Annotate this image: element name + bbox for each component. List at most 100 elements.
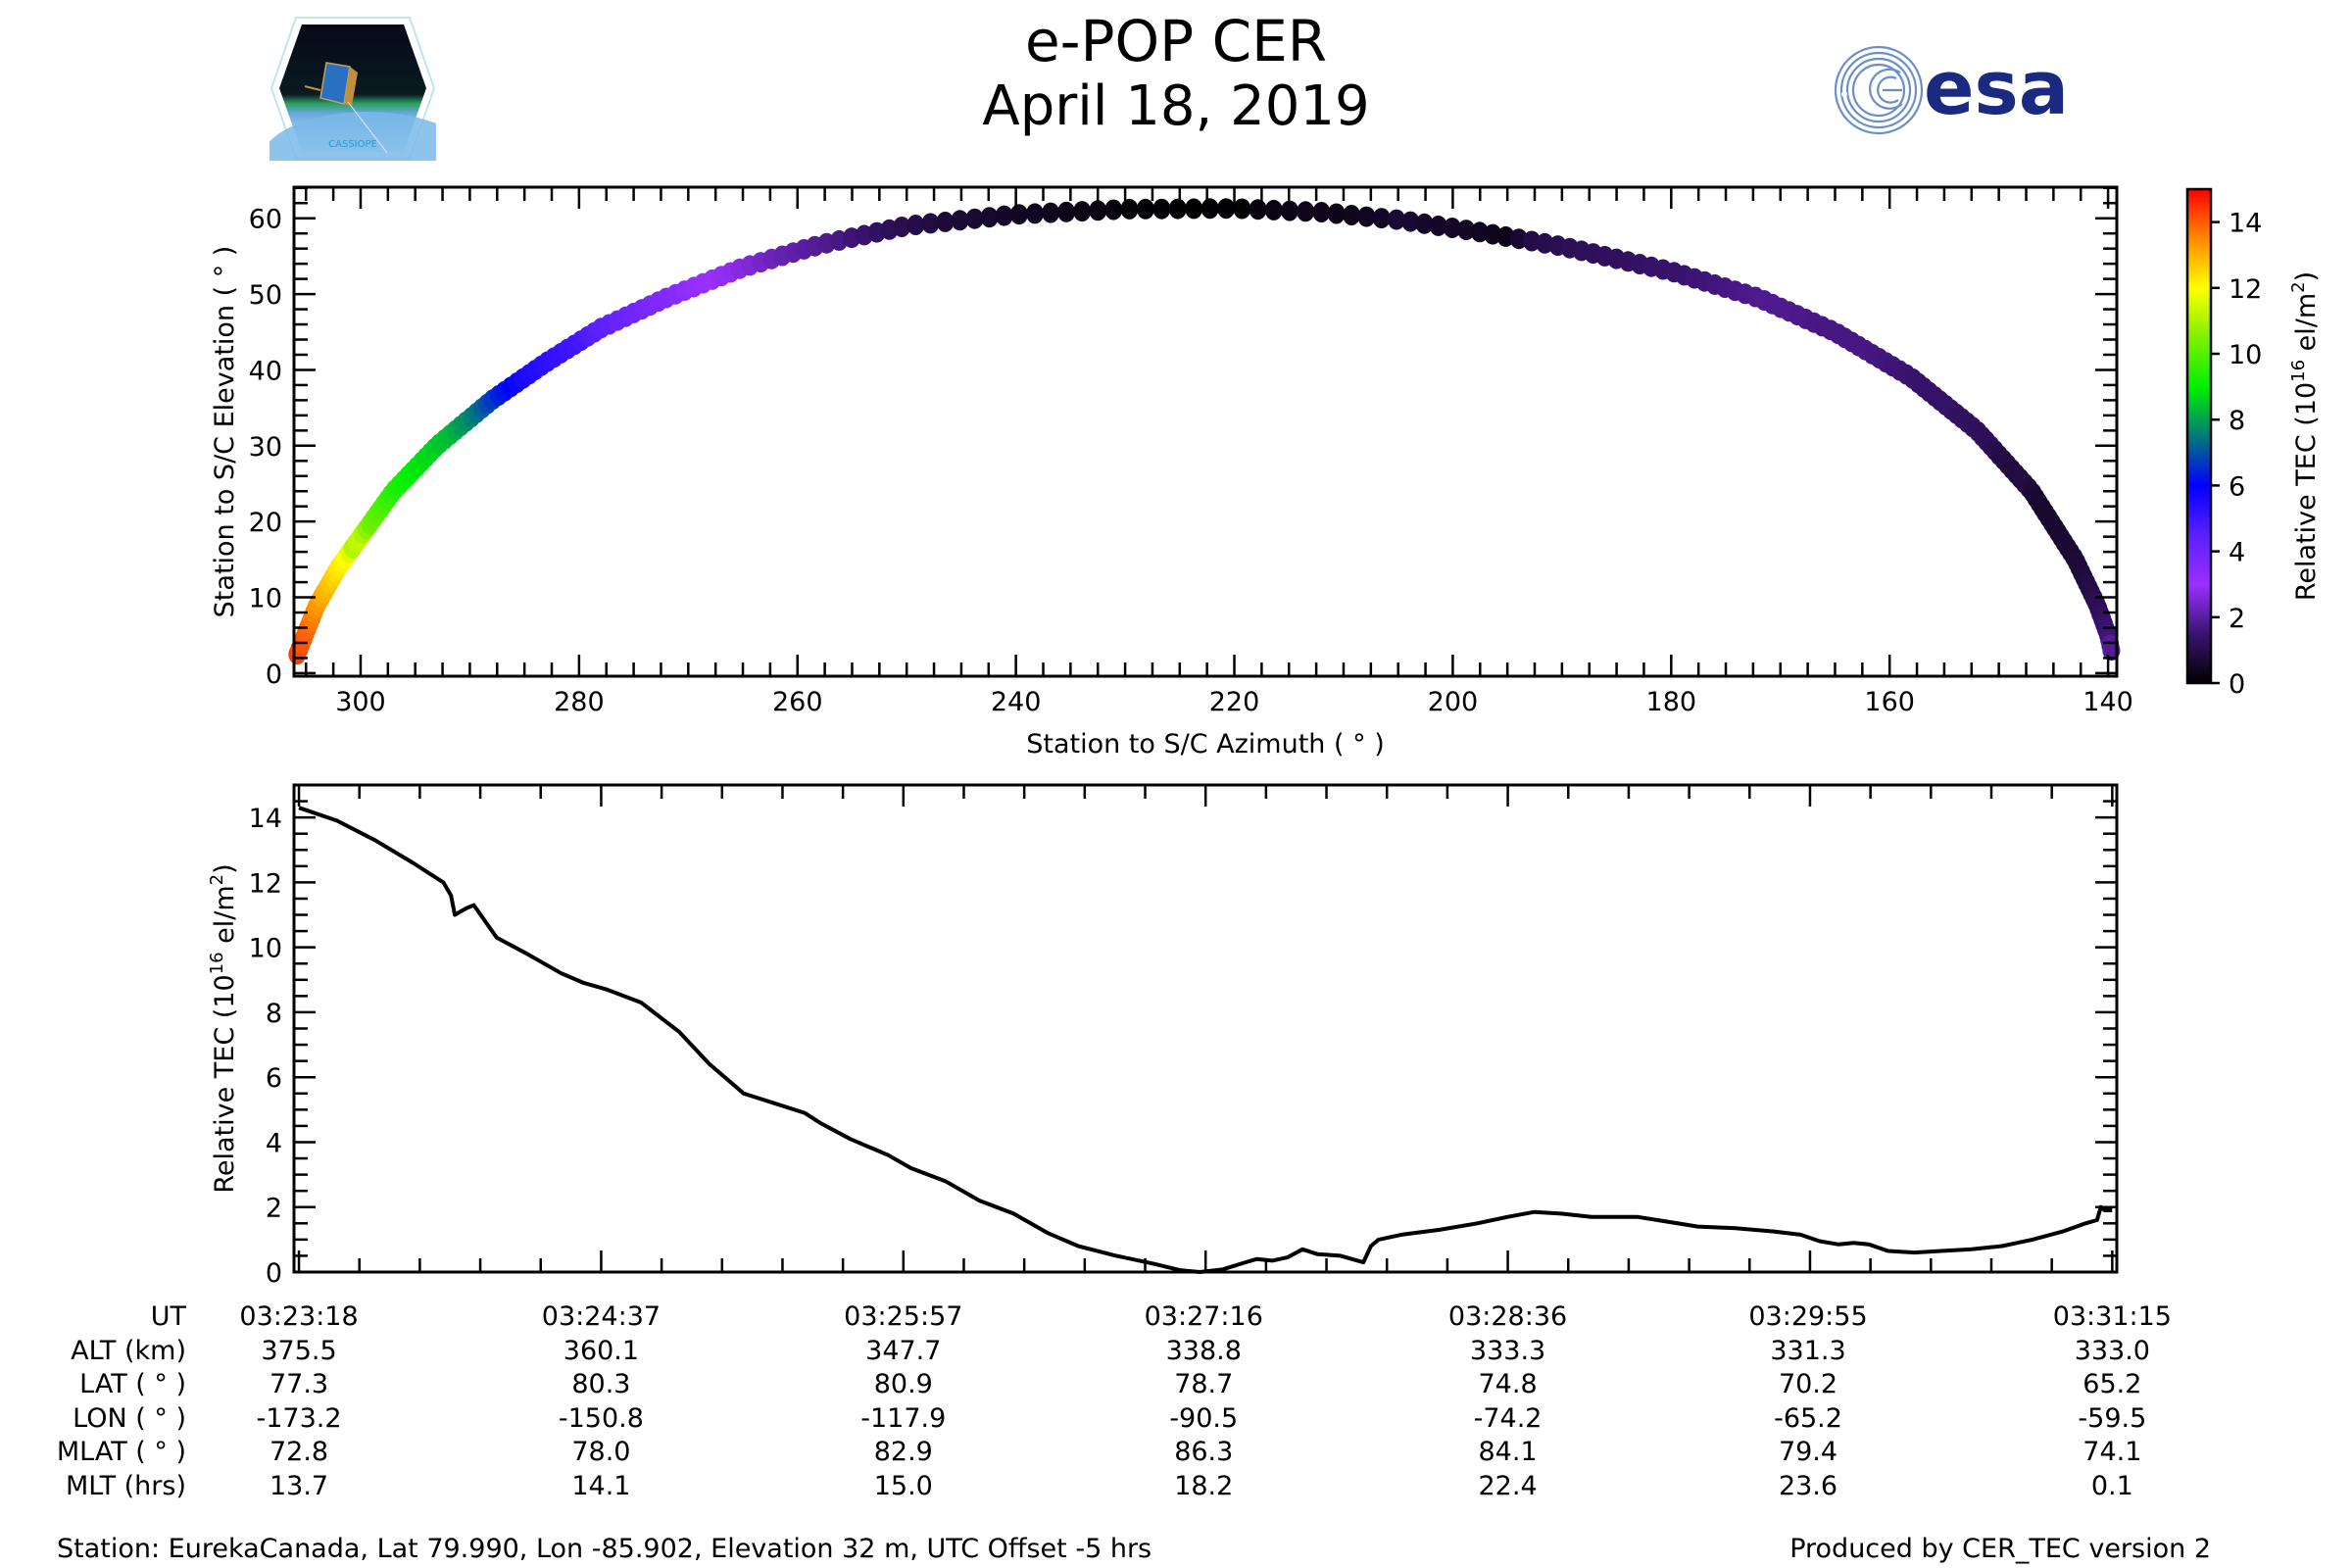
- y-axis-label: Relative TEC (1016 el/m2): [207, 863, 240, 1193]
- sky-track-point: [1152, 198, 1171, 220]
- y-axis-label-part: 2: [207, 874, 227, 885]
- y-tick-label: 6: [266, 1063, 282, 1094]
- colorbar-tick-label: 4: [2229, 538, 2245, 568]
- table-cell: -59.5: [2078, 1402, 2147, 1434]
- sky-track-point: [1327, 203, 1346, 224]
- tec-plot-frame: [292, 783, 2119, 1274]
- sky-track-points: [288, 198, 2121, 665]
- ut-tick-label: 03:23:18: [239, 1301, 359, 1332]
- x-tick-label: 240: [991, 687, 1042, 717]
- sky-track-point: [1312, 202, 1331, 222]
- sky-track-point: [1200, 198, 1219, 220]
- table-cell: 82.9: [873, 1437, 933, 1467]
- sky-track-point: [1073, 201, 1092, 222]
- ut-tick-label: 03:27:16: [1144, 1301, 1263, 1332]
- y-axis-label-part: 16: [207, 952, 227, 974]
- table-cell: 74.8: [1478, 1369, 1538, 1399]
- table-cell: -74.2: [1473, 1402, 1543, 1434]
- table-cell: 375.5: [261, 1335, 337, 1366]
- colorbar-tick-label: 12: [2229, 274, 2262, 305]
- table-cell: 78.7: [1174, 1369, 1234, 1399]
- esa-logo: esa: [1818, 29, 2102, 147]
- x-tick-label: 160: [1864, 687, 1915, 717]
- table-row-label: ALT (km): [71, 1335, 186, 1366]
- sky-track-point: [1264, 199, 1283, 220]
- y-tick-label: 0: [266, 660, 282, 690]
- sky-track-point: [1026, 203, 1044, 224]
- table-cell: -117.9: [860, 1402, 947, 1434]
- table-cell: 23.6: [1778, 1470, 1838, 1501]
- sky-track-point: [1168, 198, 1187, 220]
- colorbar-gradient: [2185, 187, 2213, 685]
- sky-track-point: [1536, 232, 1554, 254]
- sky-track-point: [1185, 198, 1203, 220]
- colorbar-label-part: 2: [2288, 281, 2309, 292]
- colorbar-tick-label: 0: [2229, 669, 2245, 700]
- sky-track-point: [995, 205, 1013, 226]
- sky-track-point: [1042, 202, 1060, 223]
- table-row-label: MLT (hrs): [65, 1470, 186, 1501]
- ut-tick-label: 03:31:15: [2052, 1301, 2172, 1332]
- colorbar-tick-label: 14: [2229, 209, 2262, 239]
- x-tick-label: 280: [554, 687, 605, 717]
- y-tick-label: 0: [266, 1258, 282, 1289]
- table-cell: -65.2: [1774, 1402, 1842, 1434]
- sky-track-point: [1429, 215, 1447, 236]
- y-tick-label: 14: [249, 804, 282, 834]
- table-cell: 360.1: [563, 1335, 640, 1366]
- esa-wordmark: esa: [1924, 44, 2069, 131]
- sky-track-point: [1357, 206, 1376, 227]
- table-cell: 65.2: [2082, 1369, 2142, 1399]
- sky-track-point: [951, 210, 969, 231]
- sky-track-point: [1372, 208, 1391, 229]
- table-cell: 77.3: [269, 1369, 329, 1399]
- sky-track-point: [980, 207, 999, 228]
- figure-title: e-POP CER: [1024, 8, 1328, 74]
- x-tick-label: 180: [1646, 687, 1697, 717]
- x-tick-label: 220: [1209, 687, 1260, 717]
- y-tick-label: 12: [249, 868, 282, 899]
- table-cell: 333.3: [1469, 1335, 1546, 1366]
- sky-track-point: [1457, 220, 1476, 241]
- table-row-label: MLAT ( ° ): [56, 1437, 186, 1467]
- y-axis-label-part: el/m: [210, 885, 240, 952]
- table-cell: 86.3: [1174, 1437, 1234, 1467]
- sky-track-point: [1057, 201, 1076, 222]
- table-row-label: LON ( ° ): [73, 1402, 186, 1434]
- producer-info: Produced by CER_TEC version 2: [1789, 1534, 2211, 1564]
- ut-tick-label: 03:24:37: [541, 1301, 662, 1332]
- table-cell: -90.5: [1169, 1402, 1239, 1434]
- sky-track-point: [1388, 209, 1405, 230]
- y-axis-label: Station to S/C Elevation ( ° ): [210, 246, 240, 618]
- table-cell: 13.7: [269, 1470, 329, 1501]
- sky-track-point: [1249, 199, 1267, 220]
- table-cell: 72.8: [269, 1437, 329, 1467]
- ut-tick-label: 03:25:57: [844, 1301, 963, 1332]
- y-axis-label-part: ): [210, 863, 240, 874]
- sky-track-plot: 300 280 260 240 220 200 180 160 140 0 10 20 30 40 50 60…: [210, 185, 2133, 760]
- y-tick-label: 10: [249, 584, 282, 614]
- colorbar-label-part: el/m: [2291, 293, 2322, 360]
- sky-track-point: [1415, 213, 1434, 234]
- sky-track-point: [1343, 205, 1361, 225]
- y-tick-label: 2: [266, 1194, 282, 1224]
- table-cell: 15.0: [873, 1470, 933, 1501]
- table-cell: -173.2: [256, 1402, 342, 1434]
- table-cell: 84.1: [1478, 1437, 1538, 1467]
- tec-line: [298, 806, 2113, 1274]
- sky-track-point: [1136, 198, 1154, 220]
- table-cell: 22.4: [1478, 1470, 1538, 1501]
- sky-track-point: [1009, 204, 1028, 225]
- sky-track-point: [1443, 218, 1461, 238]
- sky-track-point: [1509, 228, 1528, 250]
- colorbar-label-part: Relative TEC (10: [2291, 382, 2322, 601]
- sky-track-point: [1104, 199, 1123, 220]
- table-row-label: LAT ( ° ): [79, 1369, 186, 1399]
- x-tick-label: 140: [2082, 687, 2133, 717]
- y-tick-label: 50: [249, 280, 282, 311]
- cassiope-logo-text: CASSIOPE: [328, 139, 377, 150]
- sky-track-point: [1523, 230, 1541, 252]
